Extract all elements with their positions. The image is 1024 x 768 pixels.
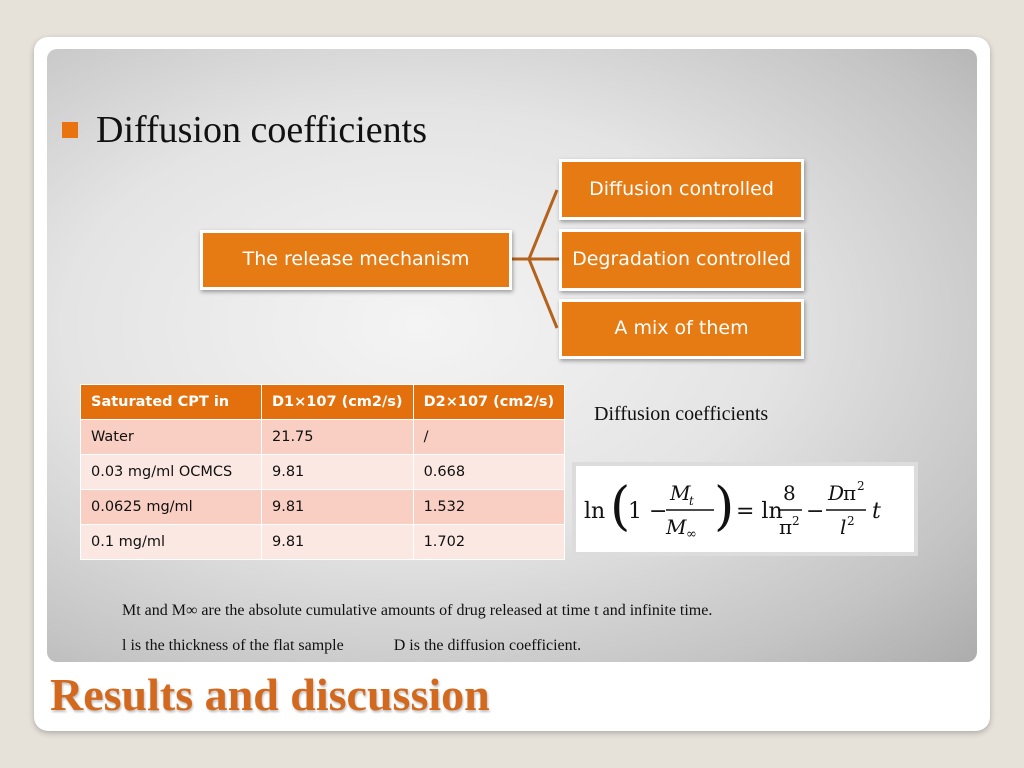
note-thickness: l is the thickness of the flat sample: [122, 637, 344, 654]
table-cell: 0.0625 mg/ml: [80, 489, 262, 525]
svg-text:π: π: [843, 481, 856, 505]
diagram-branch-diffusion: Diffusion controlled: [559, 159, 804, 220]
table-row: 0.0625 mg/ml 9.81 1.532: [80, 489, 566, 525]
table-cell: 9.81: [261, 524, 414, 560]
svg-text:8: 8: [783, 481, 796, 505]
equation-box: ln ( 1 − M t M ∞ ) = ln 8 π 2 − D π 2 l …: [572, 462, 918, 556]
svg-text:t: t: [689, 494, 694, 508]
connector-line-1: [512, 189, 559, 261]
svg-text:π: π: [779, 515, 792, 539]
table-header-row: Saturated CPT in D1×107 (cm2/s) D2×107 (…: [80, 384, 566, 420]
svg-text:1 −: 1 −: [628, 499, 667, 524]
table-header: D1×107 (cm2/s): [261, 384, 414, 420]
diagram-connectors: [512, 189, 559, 329]
svg-text:∞: ∞: [686, 527, 697, 542]
table-cell: 1.702: [412, 524, 566, 560]
table-cell: 0.1 mg/ml: [80, 524, 262, 560]
bullet-square-icon: [62, 122, 78, 138]
equation-caption: Diffusion coefficients: [594, 403, 769, 425]
content-panel: [47, 49, 977, 662]
svg-text:= ln: = ln: [736, 499, 783, 524]
table-cell: 9.81: [261, 454, 414, 490]
svg-text:M: M: [669, 481, 691, 505]
table-row: 0.1 mg/ml 9.81 1.702: [80, 524, 566, 560]
table-row: 0.03 mg/ml OCMCS 9.81 0.668: [80, 454, 566, 490]
svg-text:(: (: [610, 477, 630, 537]
svg-text:2: 2: [792, 514, 800, 528]
svg-text:M: M: [665, 515, 687, 539]
table-cell: 21.75: [261, 419, 414, 455]
bullet-heading: Diffusion coefficients: [62, 108, 427, 152]
connector-line-3: [527, 258, 559, 329]
diagram-branch-degradation: Degradation controlled: [559, 229, 804, 291]
diagram-branch-mix: A mix of them: [559, 299, 804, 359]
equation-figure: ln ( 1 − M t M ∞ ) = ln 8 π 2 − D π 2 l …: [584, 477, 881, 542]
svg-text:−: −: [806, 499, 824, 524]
table-cell: 0.668: [412, 454, 566, 490]
table-cell: Water: [80, 419, 262, 455]
table-row: Water 21.75 /: [80, 419, 566, 455]
table-cell: 1.532: [412, 489, 566, 525]
section-heading: Diffusion coefficients: [96, 109, 428, 151]
table-header: D2×107 (cm2/s): [412, 384, 566, 420]
svg-text:ln: ln: [584, 499, 605, 524]
table-cell: /: [412, 419, 566, 455]
slide-title: Results and discussion: [50, 669, 490, 720]
table-cell: 0.03 mg/ml OCMCS: [80, 454, 262, 490]
table-header: Saturated CPT in: [80, 384, 262, 420]
diffusion-table: Saturated CPT in D1×107 (cm2/s) D2×107 (…: [80, 384, 566, 560]
svg-text:l: l: [840, 515, 846, 539]
note-line-2: l is the thickness of the flat sample D i…: [122, 637, 581, 655]
table-cell: 9.81: [261, 489, 414, 525]
svg-text:D: D: [827, 481, 844, 505]
svg-text:2: 2: [847, 514, 855, 528]
svg-text:2: 2: [857, 479, 865, 493]
note-line-1: Mt and M∞ are the absolute cumulative am…: [122, 602, 713, 619]
note-diffusion: D is the diffusion coefficient.: [393, 637, 582, 654]
diagram-root-box: The release mechanism: [200, 230, 512, 290]
svg-text:): ): [714, 477, 734, 537]
svg-text:t: t: [872, 499, 881, 524]
